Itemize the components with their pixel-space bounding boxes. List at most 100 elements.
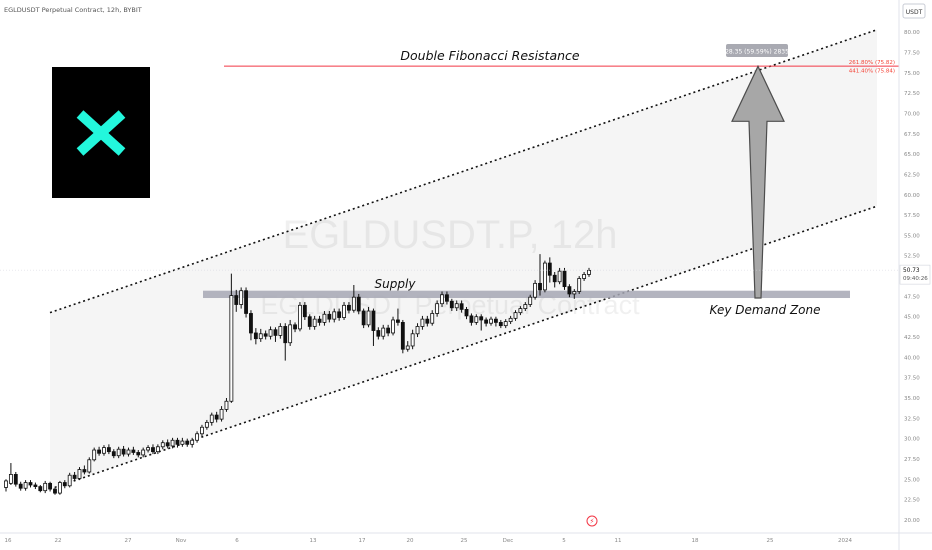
candle <box>400 319 405 354</box>
projection-arrow[interactable] <box>731 64 785 299</box>
candle-body-up <box>92 449 97 461</box>
candle-body-down <box>273 329 278 336</box>
candle-body-up <box>87 459 92 473</box>
candle-body-up <box>557 270 562 283</box>
candle <box>317 315 322 326</box>
candle <box>126 447 131 457</box>
candle <box>4 479 8 492</box>
candle-body-down <box>293 324 297 330</box>
price-tick-label: 25.00 <box>904 477 920 483</box>
candle-body-up <box>435 303 440 314</box>
candle <box>459 300 464 313</box>
candle-body-down <box>72 474 77 479</box>
flash-icon[interactable]: ⚡ <box>586 515 598 527</box>
candle-body-down <box>464 308 469 317</box>
candle <box>67 472 72 488</box>
candle-body-down <box>386 327 391 334</box>
candle <box>337 308 342 321</box>
demand-label: Key Demand Zone <box>710 303 821 317</box>
candle-body-up <box>190 439 195 445</box>
time-tick-label: 11 <box>615 538 622 544</box>
candle-body-down <box>131 449 136 453</box>
candle-body-up <box>229 295 234 402</box>
candle <box>18 481 23 491</box>
candle <box>322 311 327 326</box>
price-tick-label: 32.50 <box>904 416 920 422</box>
candle <box>312 315 317 330</box>
candle-body-down <box>361 310 366 326</box>
candle <box>48 481 53 492</box>
candle <box>293 322 297 333</box>
candle <box>249 310 253 341</box>
candle-body-up <box>518 308 523 314</box>
currency-button[interactable] <box>902 3 926 19</box>
candle-body-down <box>185 440 190 445</box>
price-tick-label: 60.00 <box>904 193 920 199</box>
candle-body-down <box>547 262 552 276</box>
candle-body-down <box>371 310 376 331</box>
candle <box>351 285 356 313</box>
candle-body-down <box>82 469 87 473</box>
candle-body-down <box>53 488 57 494</box>
candle <box>464 306 469 320</box>
candle-body-up <box>160 442 165 448</box>
candle <box>87 457 92 474</box>
candle-body-down <box>151 447 155 453</box>
candle <box>268 326 273 340</box>
candle <box>141 447 146 458</box>
candle-body-down <box>562 270 567 288</box>
candle-body-down <box>136 452 141 456</box>
candle-body-up <box>489 318 493 324</box>
price-tick-label: 67.50 <box>904 132 920 138</box>
candle-body-up <box>405 345 410 350</box>
candle <box>151 444 155 455</box>
time-tick-label: 6 <box>235 538 239 544</box>
candle-body-up <box>508 317 513 322</box>
price-tick-label: 45.00 <box>904 315 920 321</box>
candle <box>498 319 503 329</box>
candle-body-down <box>445 294 449 302</box>
candle-body-down <box>175 439 180 445</box>
candle-body-up <box>572 291 577 295</box>
candle <box>185 438 190 447</box>
candle-body-down <box>479 316 484 321</box>
candle <box>136 450 141 458</box>
time-tick-label: 18 <box>692 538 699 544</box>
supply-zone[interactable] <box>203 290 850 299</box>
candle-body-up <box>332 311 337 320</box>
candle <box>8 463 13 485</box>
watermark-ticker: EGLDUSDT.P, 12h <box>283 213 618 257</box>
price-tick-label: 52.50 <box>904 254 920 260</box>
candle <box>214 411 219 423</box>
candle-body-up <box>288 324 293 344</box>
candle-body-down <box>244 290 248 314</box>
candle <box>38 484 43 493</box>
last-price-marker: 50.73 09:40:26 <box>0 264 931 285</box>
candle <box>430 310 435 326</box>
candle <box>425 315 430 327</box>
candle-body-up <box>523 304 528 309</box>
candle-body-down <box>425 318 430 324</box>
candle <box>204 419 209 430</box>
measure-tooltip <box>726 44 788 57</box>
candle <box>180 437 185 447</box>
candle <box>288 319 293 346</box>
candle <box>381 324 386 340</box>
candle-body-up <box>474 316 479 323</box>
candle-body-up <box>195 433 199 441</box>
channel-upper-line <box>49 28 878 314</box>
candle-body-up <box>155 446 160 453</box>
candle-body-up <box>454 303 459 309</box>
candle-body-up <box>57 482 62 494</box>
candle <box>244 287 248 318</box>
candle <box>366 306 371 328</box>
price-tick-label: 75.00 <box>904 71 920 77</box>
candle <box>405 341 410 352</box>
candle <box>567 284 572 298</box>
candle <box>577 276 582 294</box>
candle-body-down <box>121 448 126 455</box>
candle <box>479 314 484 331</box>
candle <box>489 316 493 326</box>
candle-body-down <box>538 282 542 291</box>
